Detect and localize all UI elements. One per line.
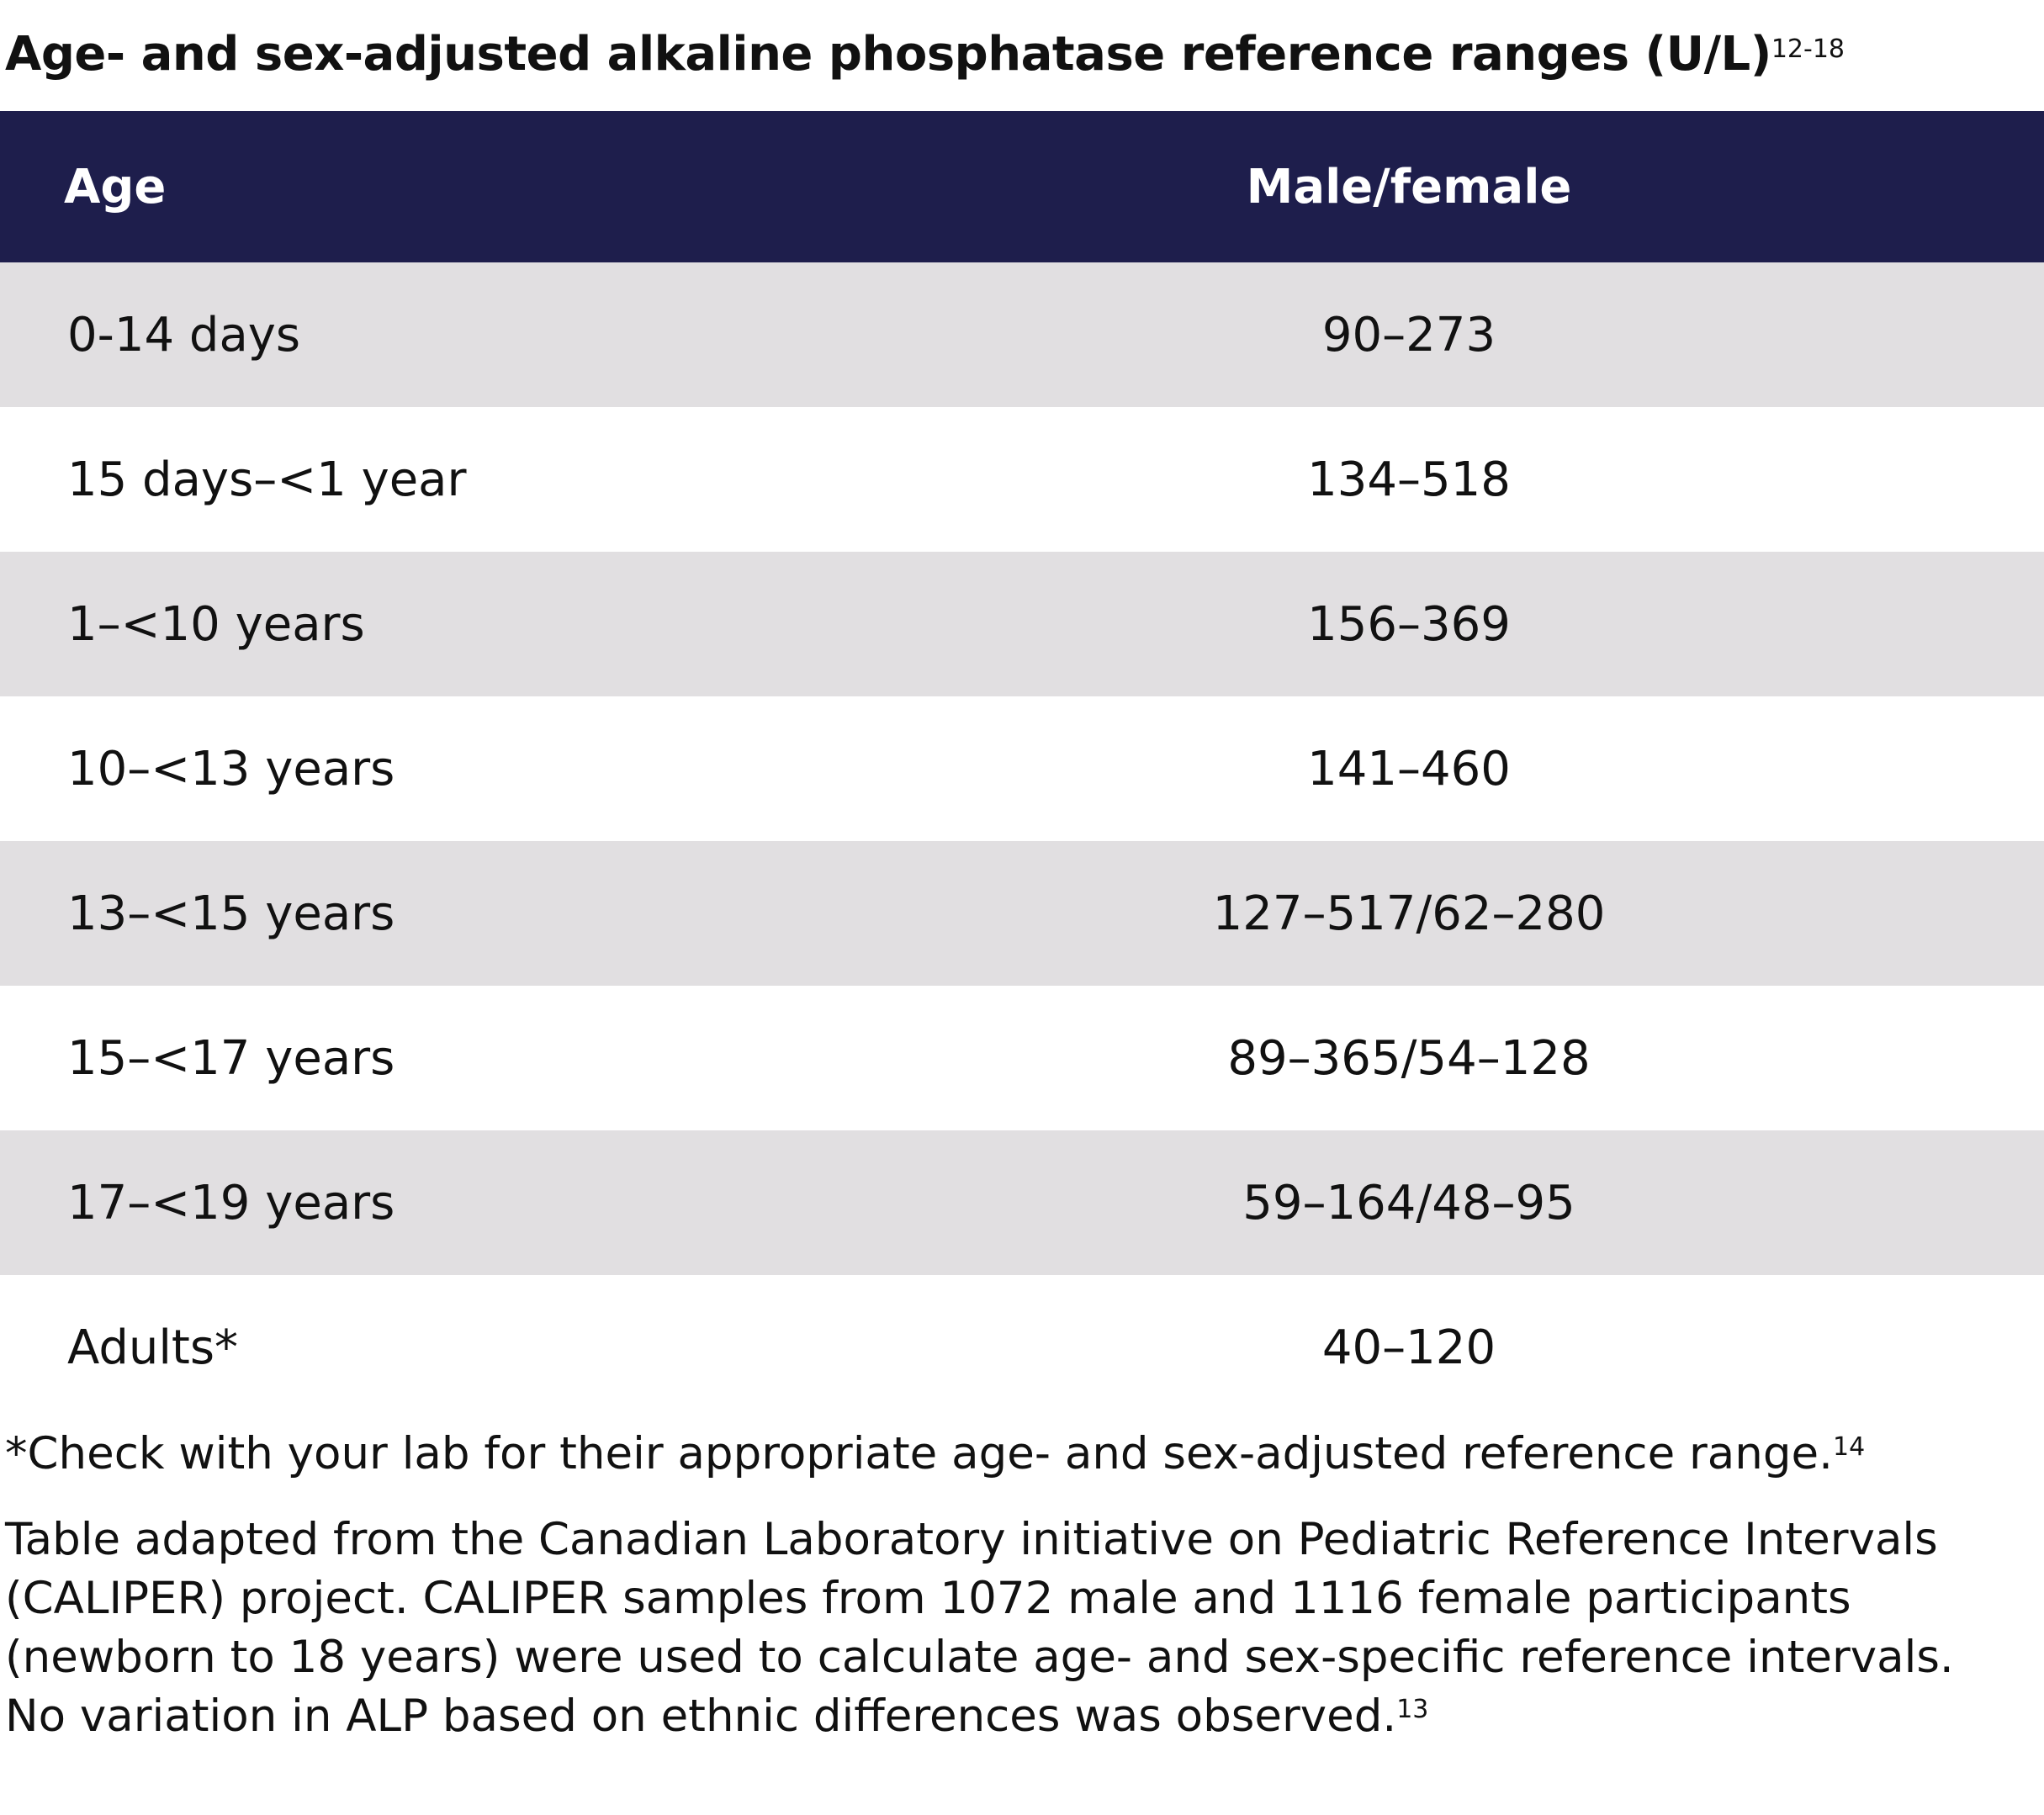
- header-male-female: Male/female: [1246, 159, 1572, 214]
- table-row: 10–<13 years 141–460: [0, 696, 2044, 841]
- row-range: 141–460: [1307, 741, 1511, 796]
- row-age: 1–<10 years: [67, 596, 365, 652]
- row-range: 90–273: [1321, 307, 1496, 362]
- footnote: *Check with your lab for their appropria…: [5, 1425, 1865, 1484]
- row-age: 0-14 days: [67, 307, 301, 362]
- table-row: 15–<17 years 89–365/54–128: [0, 986, 2044, 1130]
- row-range: 40–120: [1321, 1320, 1496, 1375]
- table-row: Adults* 40–120: [0, 1275, 2044, 1420]
- table-row: 17–<19 years 59–164/48–95: [0, 1130, 2044, 1275]
- table-row: 15 days–<1 year 134–518: [0, 407, 2044, 552]
- table-header-row: Age Male/female: [0, 111, 2044, 262]
- row-range: 134–518: [1307, 452, 1511, 507]
- source-citation: 13: [1396, 1695, 1429, 1724]
- table-row: 1–<10 years 156–369: [0, 552, 2044, 696]
- row-range: 156–369: [1307, 596, 1511, 652]
- source-note: Table adapted from the Canadian Laborato…: [5, 1511, 2007, 1746]
- row-range: 89–365/54–128: [1227, 1030, 1591, 1086]
- row-age: 10–<13 years: [67, 741, 395, 796]
- table-row: 13–<15 years 127–517/62–280: [0, 841, 2044, 986]
- row-range: 59–164/48–95: [1242, 1175, 1575, 1230]
- table-title: Age- and sex-adjusted alkaline phosphata…: [5, 25, 1845, 84]
- row-age: 15 days–<1 year: [67, 452, 467, 507]
- table-row: 0-14 days 90–273: [0, 262, 2044, 407]
- row-age: 13–<15 years: [67, 886, 395, 941]
- header-age: Age: [64, 159, 167, 214]
- source-text: Table adapted from the Canadian Laborato…: [5, 1514, 1954, 1742]
- footnote-text: *Check with your lab for their appropria…: [5, 1428, 1833, 1479]
- row-age: Adults*: [67, 1320, 239, 1375]
- title-citation: 12-18: [1771, 34, 1845, 64]
- row-age: 17–<19 years: [67, 1175, 395, 1230]
- row-range: 127–517/62–280: [1212, 886, 1606, 941]
- footnote-citation: 14: [1832, 1432, 1866, 1462]
- reference-range-table: Age Male/female 0-14 days 90–273 15 days…: [0, 111, 2044, 1420]
- row-age: 15–<17 years: [67, 1030, 395, 1086]
- table-title-text: Age- and sex-adjusted alkaline phosphata…: [5, 27, 1771, 82]
